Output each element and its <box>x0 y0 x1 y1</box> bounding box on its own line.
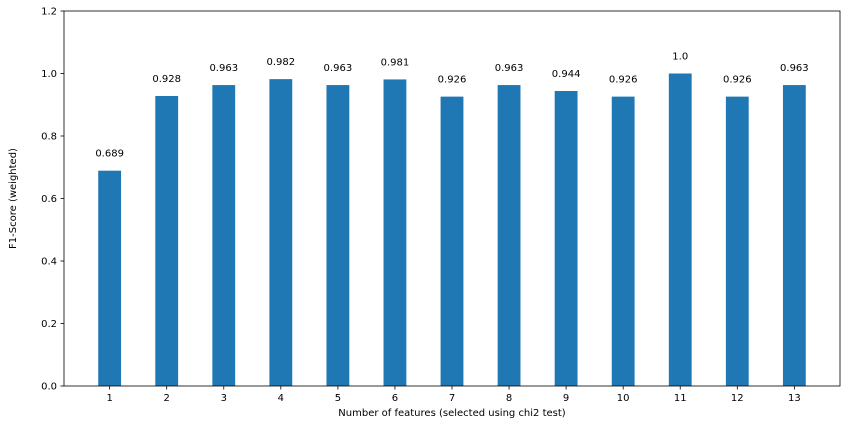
x-tick-label-11: 11 <box>674 393 687 404</box>
bars-group <box>98 73 806 386</box>
data-label-5: 0.963 <box>324 63 353 74</box>
x-tick-label-13: 13 <box>788 393 801 404</box>
x-tick-label-2: 2 <box>164 393 170 404</box>
y-tick-label-0: 0.0 <box>41 382 57 393</box>
bar-13 <box>782 85 806 386</box>
y-tick-label-6: 1.2 <box>41 7 57 18</box>
y-axis-title: F1-Score (weighted) <box>8 148 19 249</box>
x-tick-label-10: 10 <box>617 393 630 404</box>
x-tick-label-5: 5 <box>335 393 341 404</box>
x-tick-label-1: 1 <box>106 393 112 404</box>
x-tick-label-6: 6 <box>392 393 398 404</box>
x-tick-label-12: 12 <box>731 393 744 404</box>
data-label-9: 0.944 <box>552 69 581 80</box>
x-tick-label-4: 4 <box>278 393 284 404</box>
bar-2 <box>155 96 179 386</box>
bar-6 <box>383 79 407 386</box>
data-label-10: 0.926 <box>609 75 638 86</box>
y-tick-label-3: 0.6 <box>41 194 57 205</box>
data-label-13: 0.963 <box>780 63 809 74</box>
data-label-3: 0.963 <box>209 63 238 74</box>
data-label-8: 0.963 <box>495 63 524 74</box>
data-labels-group: 0.689 0.928 0.963 0.982 0.963 0.981 0.926 0.963… <box>95 52 808 160</box>
x-tick-label-8: 8 <box>506 393 512 404</box>
x-tick-label-7: 7 <box>449 393 455 404</box>
bar-11 <box>668 73 692 386</box>
bar-7 <box>440 96 464 386</box>
bar-9 <box>554 91 578 386</box>
y-tick-label-4: 0.8 <box>41 132 57 143</box>
bar-1 <box>98 170 122 386</box>
data-label-4: 0.982 <box>267 57 296 68</box>
bar-12 <box>725 96 749 386</box>
bar-3 <box>212 85 236 386</box>
data-label-6: 0.981 <box>381 57 410 68</box>
x-tick-label-9: 9 <box>563 393 569 404</box>
y-tick-label-1: 0.2 <box>41 319 57 330</box>
data-label-1: 0.689 <box>95 149 124 160</box>
x-tick-label-3: 3 <box>221 393 227 404</box>
data-label-2: 0.928 <box>152 74 181 85</box>
bar-5 <box>326 85 350 386</box>
data-label-11: 1.0 <box>672 52 688 63</box>
y-axis-ticks: 0.0 0.2 0.4 0.6 0.8 1.0 1.2 <box>41 7 64 393</box>
data-label-12: 0.926 <box>723 75 752 86</box>
bar-10 <box>611 96 635 386</box>
x-axis-ticks: 1 2 3 4 5 6 7 8 9 10 11 12 13 <box>106 386 801 404</box>
y-tick-label-5: 1.0 <box>41 69 57 80</box>
bar-4 <box>269 79 293 386</box>
x-axis-title: Number of features (selected using chi2 … <box>338 408 566 419</box>
data-label-7: 0.926 <box>438 75 467 86</box>
bar-8 <box>497 85 521 386</box>
y-tick-label-2: 0.4 <box>41 257 57 268</box>
